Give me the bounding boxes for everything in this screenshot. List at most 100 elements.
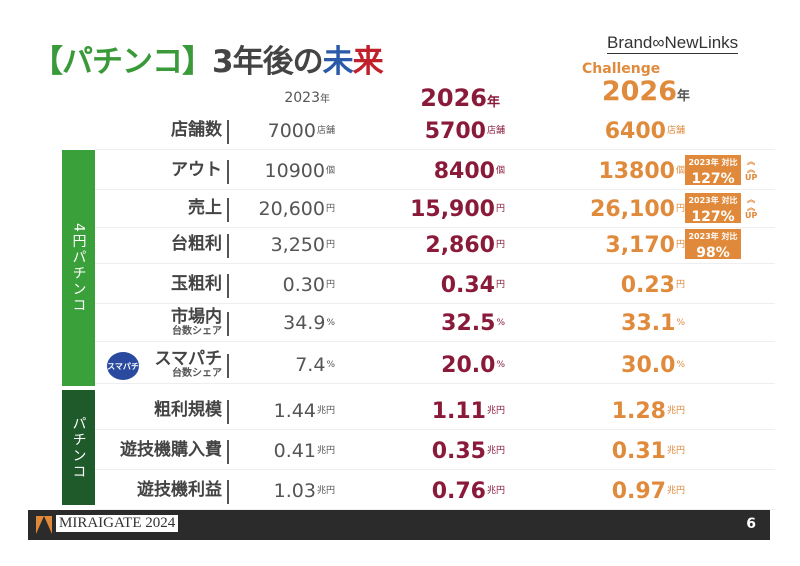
value-2026-number: 32.5	[441, 310, 496, 336]
unit: %	[496, 359, 505, 370]
value-challenge-number: 0.97	[611, 478, 666, 504]
unit: 店舗	[666, 125, 685, 136]
row-label: 玉粗利	[171, 266, 222, 304]
value-challenge-number: 30.0	[621, 352, 676, 378]
unit: %	[676, 359, 685, 370]
table-row: 玉粗利 0.30 円 0.34 円 0.23 円	[95, 266, 775, 304]
table-row: 粗利規模 1.44 兆円 1.11 兆円 1.28 兆円	[95, 392, 775, 430]
challenge-label: Challenge	[582, 61, 661, 77]
unit: 円	[675, 239, 685, 250]
row-label: アウト	[171, 152, 222, 190]
divider	[227, 234, 229, 258]
value-2026-number: 15,900	[410, 196, 495, 222]
value-2026-number: 1.11	[431, 398, 486, 424]
value-2026-number: 2,860	[425, 232, 495, 258]
divider	[227, 400, 229, 424]
value-challenge: 13800 個	[535, 152, 685, 190]
row-label-text: 玉粗利	[171, 274, 222, 295]
row-label: 店舗数	[171, 112, 222, 150]
row-label-text: 市場内	[171, 306, 222, 327]
unit: 店舗	[486, 125, 505, 136]
value-2023-number: 1.03	[273, 480, 316, 502]
table-row: 売上 20,600 円 15,900 円 26,100 円 2023年 対比 127% ︽ ︽ UP	[95, 190, 775, 228]
comparison-badge: 2023年 対比 127%	[685, 193, 741, 225]
value-2023-number: 10900	[264, 160, 325, 182]
value-challenge: 0.97 兆円	[535, 472, 685, 510]
table-row: 店舗数 7000 店舗 5700 店舗 6400 店舗	[95, 112, 775, 150]
value-2023-number: 3,250	[270, 234, 325, 256]
row-label-text: 粗利規模	[154, 400, 222, 421]
value-2023: 1.44 兆円	[235, 392, 335, 430]
row-label-text: 売上	[188, 198, 222, 219]
unit: %	[676, 317, 685, 328]
badge-caption: 2023年 対比	[688, 232, 738, 241]
brand-logo: Brand∞NewLinks	[607, 33, 739, 54]
value-2026-number: 0.34	[440, 272, 495, 298]
unit: 円	[495, 279, 505, 290]
value-challenge: 26,100 円	[535, 190, 685, 228]
up-arrow-icon: ︽ ︽ UP	[745, 195, 758, 220]
value-2026: 0.35 兆円	[365, 432, 505, 470]
value-challenge-number: 26,100	[590, 196, 675, 222]
unit: 円	[675, 203, 685, 214]
value-challenge: 6400 店舗	[535, 112, 685, 150]
header-2023: 2023年	[284, 90, 330, 106]
value-2023-number: 0.41	[273, 440, 316, 462]
title-a: 未	[322, 44, 354, 80]
value-2023: 20,600 円	[235, 190, 336, 228]
row-label-text: 台粗利	[171, 234, 222, 255]
unit: 個	[495, 165, 505, 176]
title-b: 来	[352, 44, 384, 80]
value-2023: 7000 店舗	[235, 112, 335, 150]
unit: 円	[325, 203, 335, 214]
value-challenge: 1.28 兆円	[535, 392, 685, 430]
unit: 兆円	[666, 445, 685, 456]
value-challenge: 3,170 円	[535, 226, 685, 264]
section-4yen-pachinko: 4円パチンコ	[62, 150, 95, 386]
value-challenge-number: 0.31	[611, 438, 666, 464]
value-challenge: 30.0%	[535, 346, 685, 384]
badge-value: 127%	[691, 171, 735, 187]
value-2026: 32.5%	[365, 304, 505, 342]
up-arrow-icon: ︽ ︽ UP	[745, 157, 758, 182]
value-2026-number: 5700	[424, 118, 486, 144]
badge-caption: 2023年 対比	[688, 158, 738, 167]
value-challenge-number: 33.1	[621, 310, 676, 336]
badge-caption: 2023年 対比	[688, 196, 738, 205]
unit: 兆円	[666, 485, 685, 496]
value-2026: 0.34 円	[365, 266, 505, 304]
table-row: 遊技機利益 1.03 兆円 0.76 兆円 0.97 兆円	[95, 472, 775, 510]
value-2026: 5700 店舗	[365, 112, 505, 150]
divider	[227, 160, 229, 184]
unit: 円	[495, 203, 505, 214]
unit: 兆円	[486, 405, 505, 416]
value-2023: 3,250 円	[235, 226, 335, 264]
unit: 兆円	[666, 405, 685, 416]
value-2026: 20.0%	[365, 346, 505, 384]
value-2026: 15,900 円	[365, 190, 505, 228]
value-2026-number: 8400	[433, 158, 495, 184]
value-2023-number: 1.44	[273, 400, 316, 422]
value-2023-number: 7.4	[295, 354, 326, 376]
row-sublabel: 台数シェア	[172, 367, 222, 379]
value-challenge-number: 13800	[598, 158, 675, 184]
table-row: 遊技機購入費 0.41 兆円 0.35 兆円 0.31 兆円	[95, 432, 775, 470]
miraigate-logo-icon	[36, 516, 52, 534]
value-2023: 0.41 兆円	[235, 432, 335, 470]
value-2026-number: 20.0	[441, 352, 496, 378]
row-label: 粗利規模	[154, 392, 222, 430]
value-challenge-number: 6400	[604, 118, 666, 144]
row-label-text: 遊技機購入費	[120, 440, 222, 461]
up-label: UP	[745, 211, 758, 220]
value-challenge-number: 1.28	[611, 398, 666, 424]
page-number: 6	[746, 516, 756, 532]
unit: 円	[675, 279, 685, 290]
row-label-text: 遊技機利益	[137, 480, 222, 501]
row-label: 売上	[188, 190, 222, 228]
badge-value: 98%	[696, 245, 730, 261]
footer-brand: MIRAIGATE 2024	[56, 515, 179, 532]
comparison-badge: 2023年 対比 127%	[685, 155, 741, 187]
value-2026: 1.11 兆円	[365, 392, 505, 430]
section-pachinko: パチンコ	[62, 390, 95, 505]
smapachi-logo: スマパチ	[107, 352, 139, 380]
